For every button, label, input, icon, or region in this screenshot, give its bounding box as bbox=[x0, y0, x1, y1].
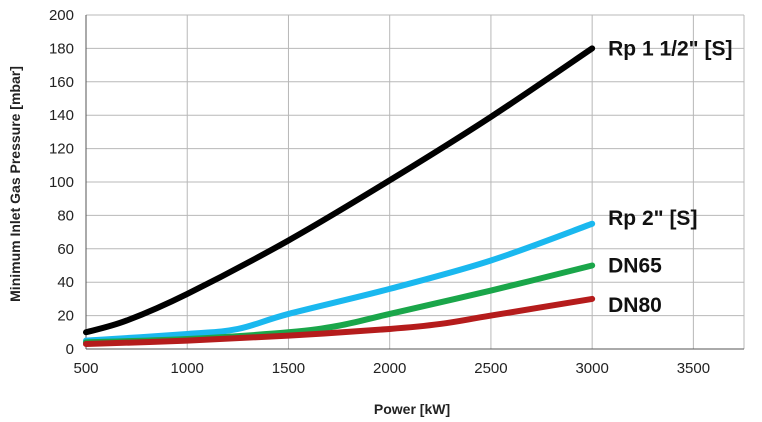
series-labels: Rp 1 1/2" [S] Rp 2" [S] DN65 DN80 bbox=[608, 37, 732, 317]
axes: 0 20 40 60 80 100 120 140 160 180 200 500 1000 1500 20… bbox=[49, 7, 744, 377]
y-tick-label: 160 bbox=[49, 74, 74, 91]
series-line bbox=[83, 295, 596, 347]
y-tick-label: 40 bbox=[57, 274, 74, 291]
x-tick-label: 2000 bbox=[373, 360, 406, 377]
x-tick-label: 2500 bbox=[474, 360, 507, 377]
y-tick-label: 140 bbox=[49, 107, 74, 124]
y-axis-title: Minimum Inlet Gas Pressure [mbar] bbox=[7, 66, 23, 302]
x-tick-label: 1500 bbox=[272, 360, 305, 377]
x-tick-label: 500 bbox=[73, 360, 98, 377]
series-lines bbox=[83, 45, 596, 347]
y-tick-label: 200 bbox=[49, 7, 74, 24]
series-line bbox=[83, 45, 596, 336]
x-axis-title: Power [kW] bbox=[374, 401, 450, 417]
series-label: Rp 2" [S] bbox=[608, 207, 697, 230]
y-tick-label: 80 bbox=[57, 207, 74, 224]
series-line bbox=[83, 220, 596, 344]
y-tick-label: 20 bbox=[57, 308, 74, 325]
x-tick-label: 1000 bbox=[171, 360, 204, 377]
y-tick-label: 120 bbox=[49, 141, 74, 158]
x-tick-label: 3000 bbox=[575, 360, 608, 377]
y-tick-label: 0 bbox=[66, 341, 74, 358]
series-label: DN65 bbox=[608, 255, 662, 278]
y-tick-label: 100 bbox=[49, 174, 74, 191]
x-tick-label: 3500 bbox=[677, 360, 710, 377]
series-label: DN80 bbox=[608, 294, 662, 317]
y-tick-label: 60 bbox=[57, 241, 74, 258]
series-label: Rp 1 1/2" [S] bbox=[608, 37, 732, 60]
y-tick-label: 180 bbox=[49, 40, 74, 57]
